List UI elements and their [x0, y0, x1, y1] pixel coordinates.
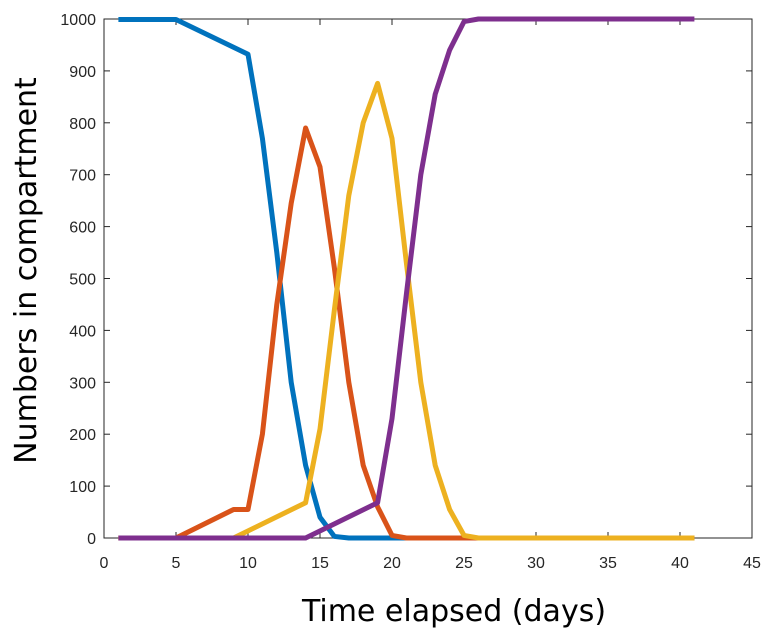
y-tick-label: 1000 — [60, 12, 96, 29]
x-tick-label: 15 — [311, 555, 329, 572]
x-axis-title: Time elapsed (days) — [301, 594, 606, 629]
series-line-1 — [118, 17, 695, 541]
x-tick-label: 20 — [383, 555, 401, 572]
x-tick-label: 35 — [599, 555, 617, 572]
series-lines — [118, 16, 695, 541]
y-tick-label: 200 — [69, 427, 96, 444]
series-line-2 — [118, 125, 695, 541]
x-tick-label: 10 — [239, 555, 257, 572]
x-tick-label: 40 — [671, 555, 689, 572]
x-tick-label: 0 — [100, 555, 109, 572]
y-tick-label: 700 — [69, 168, 96, 185]
y-tick-label: 300 — [69, 375, 96, 392]
series-line-4 — [118, 16, 695, 541]
plot-area-frame — [103, 18, 753, 539]
y-tick-label: 100 — [69, 479, 96, 496]
y-axis-title: Numbers in compartment — [9, 77, 44, 464]
x-axis-tick-labels: 0 5 10 15 20 25 30 35 40 45 — [100, 555, 761, 572]
y-tick-label: 900 — [69, 64, 96, 81]
x-tick-label: 25 — [455, 555, 473, 572]
y-axis-tick-labels: 0 100 200 300 400 500 600 700 800 900 1000 — [60, 12, 96, 548]
y-tick-label: 0 — [87, 531, 96, 548]
y-tick-label: 800 — [69, 116, 96, 133]
series-line-3 — [118, 80, 695, 541]
axis-tick-marks — [103, 18, 753, 539]
x-tick-label: 5 — [172, 555, 181, 572]
x-tick-label: 30 — [527, 555, 545, 572]
y-tick-label: 400 — [69, 323, 96, 340]
y-tick-label: 600 — [69, 220, 96, 237]
x-tick-label: 45 — [743, 555, 761, 572]
y-tick-label: 500 — [69, 272, 96, 289]
